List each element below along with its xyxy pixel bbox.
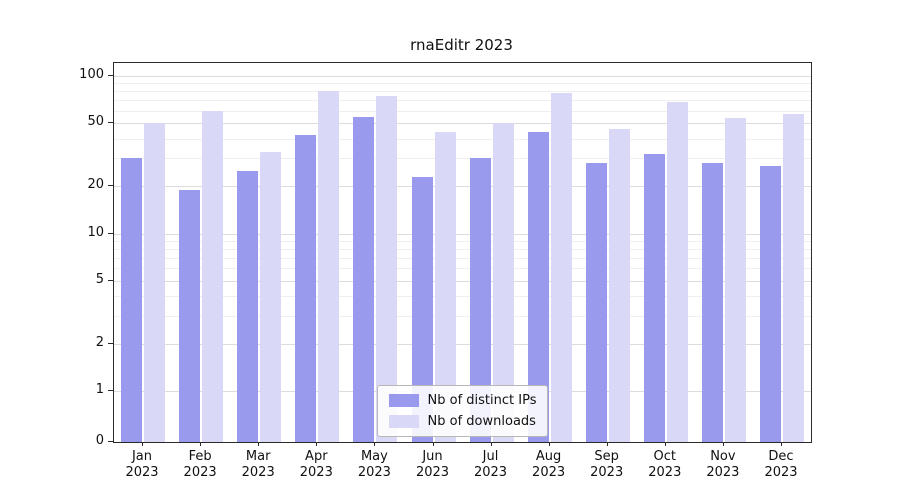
x-tick-mark	[548, 442, 550, 446]
y-tick-mark	[108, 441, 113, 442]
bar-downloads-jan	[144, 123, 165, 442]
y-tick-label-5: 5	[95, 271, 104, 287]
x-tick-label-jul: Jul 2023	[473, 449, 508, 480]
legend-swatch-downloads	[388, 415, 419, 428]
x-tick-label-dec: Dec 2023	[764, 449, 798, 480]
y-tick-mark	[108, 279, 113, 281]
x-tick-mark	[200, 442, 202, 446]
bar-distinct-ips-feb	[179, 189, 201, 442]
x-tick-mark	[664, 442, 666, 446]
plot-area: Nb of distinct IPs Nb of downloads	[113, 62, 812, 443]
bar-distinct-ips-nov	[701, 163, 723, 442]
bar-downloads-may	[376, 95, 398, 442]
y-tick-label-0: 0	[95, 433, 104, 448]
gridline-70	[114, 100, 811, 102]
y-tick-mark	[108, 75, 113, 76]
x-tick-mark	[781, 442, 782, 446]
bar-distinct-ips-jul	[469, 158, 491, 442]
x-tick-mark	[606, 442, 608, 446]
bar-distinct-ips-mar	[237, 170, 259, 442]
legend-swatch-distinct-ips	[388, 394, 419, 407]
gridline-6	[114, 268, 811, 270]
gridline-2	[114, 343, 811, 345]
bar-downloads-aug	[550, 93, 572, 442]
y-tick-mark	[108, 390, 113, 391]
legend-item-downloads: Nb of downloads	[388, 414, 537, 429]
bar-downloads-nov	[724, 118, 746, 442]
y-tick-label-2: 2	[95, 334, 104, 350]
x-tick-label-jun: Jun 2023	[415, 449, 450, 480]
gridline-5	[114, 280, 811, 282]
legend-item-distinct-ips: Nb of distinct IPs	[388, 393, 537, 408]
gridline-8	[114, 248, 811, 250]
y-tick-label-50: 50	[87, 114, 104, 130]
y-tick-mark	[108, 342, 113, 344]
x-tick-label-nov: Nov 2023	[706, 449, 740, 480]
x-tick-label-aug: Aug 2023	[532, 449, 566, 480]
gridline-20	[114, 186, 811, 188]
x-tick-label-oct: Oct 2023	[648, 449, 682, 480]
x-tick-mark	[374, 442, 376, 446]
x-tick-label-may: May 2023	[357, 449, 391, 480]
bar-downloads-mar	[260, 151, 282, 442]
bar-distinct-ips-may	[353, 116, 375, 442]
bar-downloads-oct	[666, 102, 688, 442]
bar-distinct-ips-sep	[585, 163, 607, 442]
bar-distinct-ips-jan	[121, 158, 142, 442]
x-tick-label-apr: Apr 2023	[299, 449, 333, 480]
bar-distinct-ips-jun	[411, 176, 433, 442]
gridline-100	[114, 76, 811, 77]
x-tick-mark	[316, 442, 318, 446]
x-tick-label-feb: Feb 2023	[183, 449, 217, 480]
x-tick-label-mar: Mar 2023	[241, 449, 275, 480]
gridline-90	[114, 83, 811, 85]
legend: Nb of distinct IPs Nb of downloads	[376, 385, 549, 437]
y-tick-mark	[108, 232, 113, 234]
x-tick-mark	[432, 442, 434, 446]
bar-downloads-dec	[783, 114, 804, 442]
chart-title: rnaEditr 2023	[410, 36, 513, 54]
y-tick-mark	[108, 122, 113, 124]
gridline-4	[114, 296, 811, 298]
x-tick-label-jan: Jan 2023	[125, 449, 159, 480]
gridline-80	[114, 91, 811, 93]
y-tick-label-20: 20	[87, 177, 104, 193]
bar-distinct-ips-dec	[760, 165, 781, 442]
x-tick-mark	[722, 442, 724, 446]
gridline-30	[114, 158, 811, 160]
bar-downloads-jun	[434, 132, 456, 442]
legend-label-downloads: Nb of downloads	[427, 414, 536, 429]
bar-distinct-ips-aug	[527, 132, 549, 442]
bar-downloads-feb	[202, 110, 224, 442]
bar-downloads-apr	[318, 91, 340, 442]
y-tick-label-10: 10	[87, 224, 104, 240]
x-tick-mark	[142, 442, 143, 446]
y-tick-label-100: 100	[79, 67, 104, 82]
x-tick-label-sep: Sep 2023	[590, 449, 624, 480]
gridline-3	[114, 315, 811, 317]
gridline-50	[114, 123, 811, 125]
gridline-10	[114, 233, 811, 235]
y-tick-label-1: 1	[95, 382, 104, 397]
x-tick-mark	[490, 442, 492, 446]
gridline-60	[114, 110, 811, 112]
gridline-9	[114, 240, 811, 242]
bar-downloads-jul	[492, 123, 514, 442]
y-tick-mark	[108, 185, 113, 187]
legend-label-distinct-ips: Nb of distinct IPs	[427, 393, 537, 408]
gridline-7	[114, 257, 811, 259]
gridline-40	[114, 138, 811, 140]
x-tick-mark	[258, 442, 260, 446]
bar-distinct-ips-oct	[643, 153, 665, 442]
bar-downloads-sep	[608, 129, 630, 442]
bar-distinct-ips-apr	[295, 135, 317, 442]
